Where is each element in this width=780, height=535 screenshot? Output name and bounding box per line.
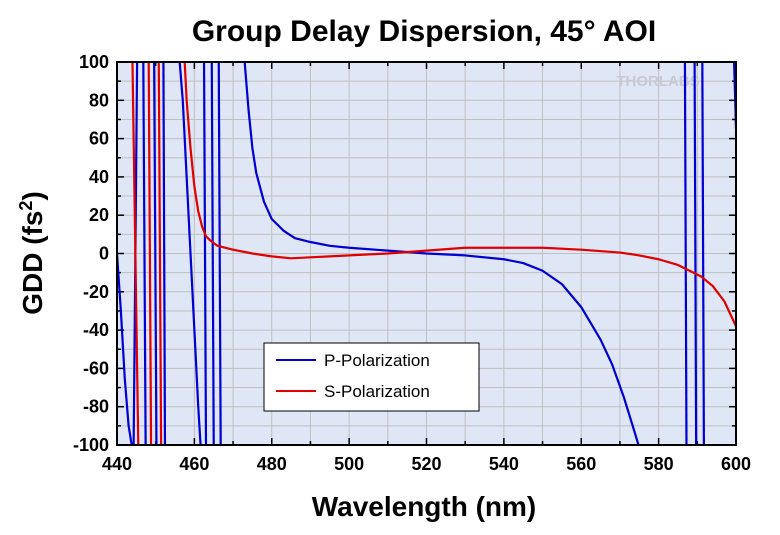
x-tick-label: 560 [566,454,596,474]
series-line-s [157,62,163,445]
legend-label-s: S-Polarization [324,382,430,401]
series-line-p [210,62,215,445]
series-line-p [217,62,222,445]
x-tick-label: 440 [102,454,132,474]
x-tick-label: 520 [411,454,441,474]
legend-box [263,342,480,412]
legend: P-Polarization S-Polarization [263,342,480,412]
y-tick-label: 80 [89,90,109,110]
y-tick-label: 40 [89,167,109,187]
y-tick-label: 60 [89,129,109,149]
x-tick-label: 580 [644,454,674,474]
x-tick-label: 460 [179,454,209,474]
y-tick-label: -100 [73,435,109,455]
y-tick-label: -60 [83,358,109,378]
x-tick-label: 480 [257,454,287,474]
y-axis-title: GDD (fs2) [16,191,48,315]
series-lines [117,62,736,445]
y-tick-label: -40 [83,320,109,340]
watermark-logo: THORLABS [616,73,699,90]
series-line-s [183,62,736,327]
y-axis-title-superscript: 2 [16,201,36,211]
legend-label-p: P-Polarization [324,351,430,370]
series-line-s [147,62,153,445]
y-axis-title-main: GDD (fs [17,211,48,315]
y-tick-label: -80 [83,397,109,417]
series-line-s [131,62,140,445]
series-line-p [693,62,698,445]
tick-labels: 440 460 480 500 520 540 560 580 600-100-80-60-40… [73,52,751,474]
x-axis-title: Wavelength (nm) [312,491,537,522]
series-line-p [178,62,202,445]
y-axis-title-close: ) [17,191,48,200]
x-tick-label: 600 [721,454,751,474]
plot-frame [116,61,737,446]
series-line-p [117,253,133,445]
series-line-p [701,62,705,445]
y-tick-label: 0 [99,244,109,264]
x-tick-label: 500 [334,454,364,474]
series-line-p [683,62,688,445]
y-axis-title-group: GDD (fs2) [16,191,48,315]
y-tick-label: 100 [79,52,109,72]
chart-title: Group Delay Dispersion, 45° AOI [192,15,656,48]
series-line-p [142,62,147,445]
x-tick-label: 540 [489,454,519,474]
series-line-p [202,62,208,445]
gridlines [117,62,736,445]
series-line-p [162,62,167,445]
y-tick-label: -20 [83,282,109,302]
y-tick-label: 20 [89,205,109,225]
series-line-p [153,62,158,445]
